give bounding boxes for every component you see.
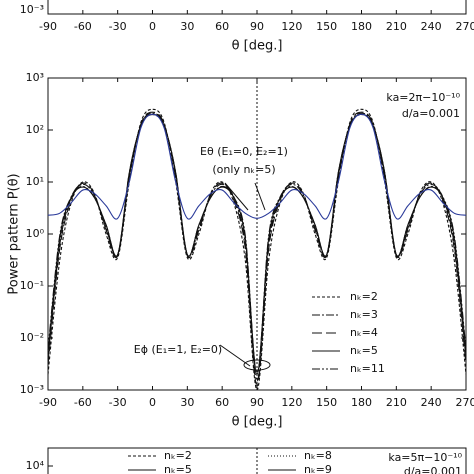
x-tick-label: 180 — [351, 20, 372, 33]
annotation: Eϕ (E₁=1, E₂=0) — [134, 343, 222, 356]
x-tick-label: -60 — [74, 20, 92, 33]
annotation: (only nₖ=5) — [212, 163, 275, 176]
legend-label: nₖ=9 — [304, 463, 332, 474]
y-tick-label: 10⁰ — [26, 227, 45, 240]
x-tick-label: -30 — [109, 20, 127, 33]
annotation: Eθ (E₁=0, E₂=1) — [200, 145, 288, 158]
y-axis-label: Power pattern P(θ) — [7, 173, 22, 294]
x-axis-label: θ [deg.] — [232, 39, 283, 54]
x-tick-label: 30 — [180, 20, 194, 33]
x-tick-label: 150 — [316, 396, 337, 409]
legend-label: nₖ=11 — [350, 362, 385, 375]
x-tick-label: 270 — [456, 396, 474, 409]
legend-label: nₖ=5 — [350, 344, 378, 357]
series-line — [47, 108, 467, 391]
x-tick-label: 60 — [215, 20, 229, 33]
arrow — [254, 182, 266, 211]
legend-label: nₖ=3 — [350, 308, 378, 321]
x-tick-label: -30 — [109, 396, 127, 409]
ellipse-marker — [243, 359, 271, 371]
series-line — [47, 113, 467, 220]
legend-label: nₖ=2 — [164, 449, 192, 462]
y-tick-label: 10² — [26, 123, 44, 136]
x-tick-label: 60 — [215, 396, 229, 409]
x-tick-label: 210 — [386, 20, 407, 33]
series-line — [47, 111, 467, 387]
legend-label: nₖ=8 — [304, 449, 332, 462]
annotation: d/a=0.001 — [402, 107, 460, 120]
x-tick-label: -90 — [39, 20, 57, 33]
x-tick-label: 90 — [250, 20, 264, 33]
x-tick-label: 90 — [250, 396, 264, 409]
x-axis-label: θ [deg.] — [232, 415, 283, 430]
arrow — [219, 344, 251, 367]
x-tick-label: 240 — [421, 20, 442, 33]
annotation: d/a=0.001 — [404, 465, 462, 474]
x-tick-label: 150 — [316, 20, 337, 33]
y-tick-label: 10⁻³ — [20, 3, 44, 16]
x-tick-label: 0 — [149, 396, 156, 409]
legend-label: nₖ=2 — [350, 290, 378, 303]
y-tick-label: 10⁻¹ — [20, 279, 44, 292]
legend-label: nₖ=5 — [164, 463, 192, 474]
arrow — [224, 182, 249, 211]
annotation: ka=5π−10⁻¹⁰ — [388, 451, 462, 464]
x-tick-label: -60 — [74, 396, 92, 409]
x-tick-label: 270 — [456, 20, 474, 33]
y-tick-label: 10¹ — [26, 175, 44, 188]
annotation: ka=2π−10⁻¹⁰ — [386, 91, 460, 104]
series-line — [47, 114, 467, 375]
y-tick-label: 10⁻² — [20, 331, 44, 344]
x-tick-label: 120 — [281, 20, 302, 33]
x-tick-label: 0 — [149, 20, 156, 33]
x-tick-label: 30 — [180, 396, 194, 409]
x-tick-label: 180 — [351, 396, 372, 409]
x-tick-label: 210 — [386, 396, 407, 409]
x-tick-label: 240 — [421, 396, 442, 409]
x-tick-label: -90 — [39, 396, 57, 409]
y-tick-label: 10⁴ — [26, 459, 45, 472]
y-tick-label: 10⁻³ — [20, 383, 44, 396]
legend-label: nₖ=4 — [350, 326, 378, 339]
x-tick-label: 120 — [281, 396, 302, 409]
y-tick-label: 10³ — [26, 71, 44, 84]
